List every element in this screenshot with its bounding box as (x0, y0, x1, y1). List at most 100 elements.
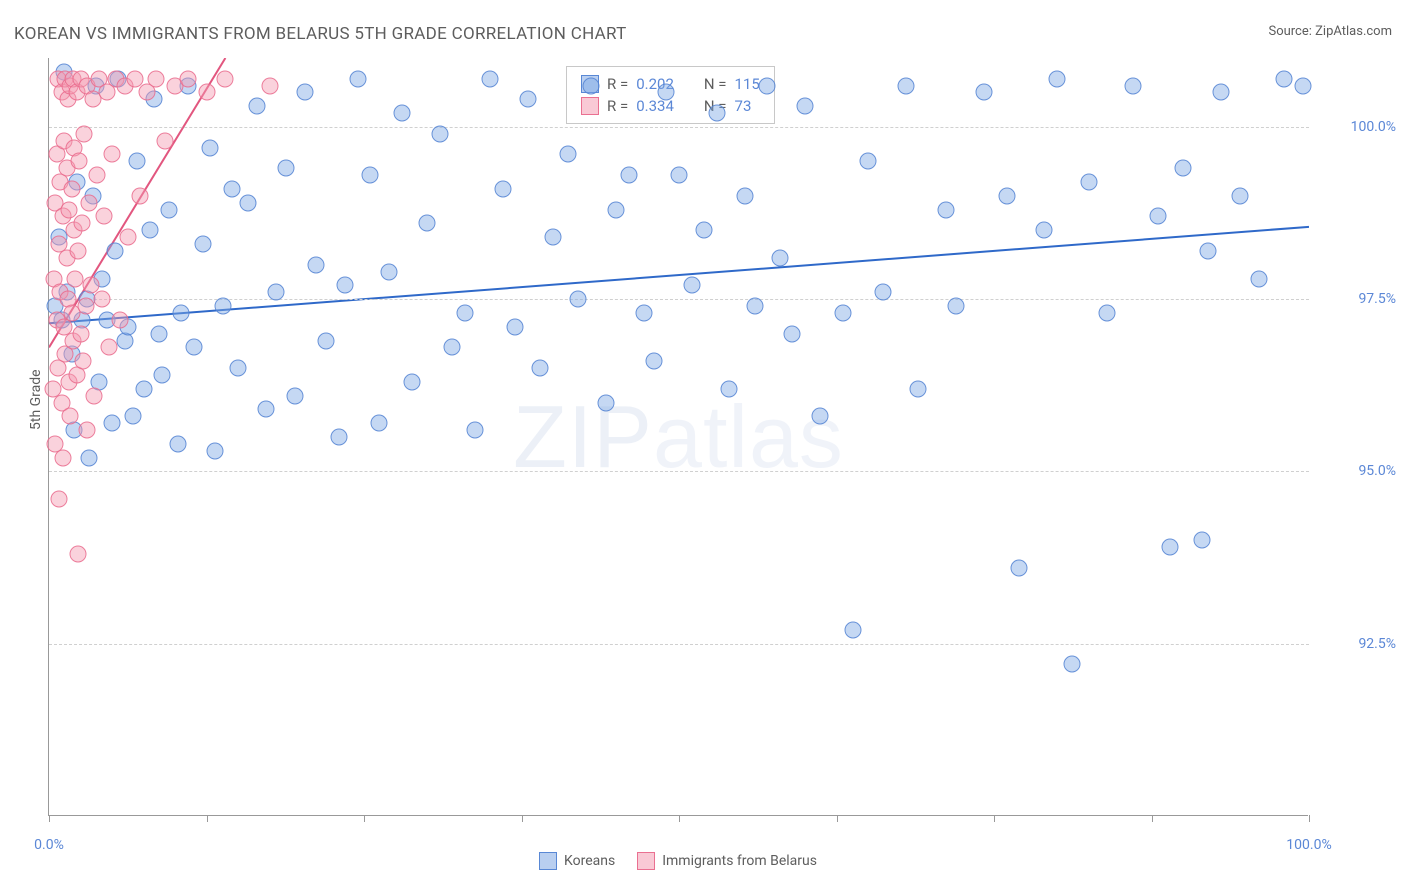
data-point (1200, 242, 1217, 259)
data-point (93, 291, 110, 308)
data-point (88, 167, 105, 184)
data-point (51, 491, 68, 508)
data-point (812, 408, 829, 425)
data-point (1149, 208, 1166, 225)
data-point (746, 298, 763, 315)
data-point (104, 146, 121, 163)
data-point (248, 98, 265, 115)
data-point (1124, 77, 1141, 94)
x-tick (207, 815, 208, 822)
data-point (784, 325, 801, 342)
data-point (1294, 77, 1311, 94)
data-point (104, 415, 121, 432)
data-point (456, 304, 473, 321)
data-point (771, 249, 788, 266)
data-point (482, 70, 499, 87)
data-point (111, 311, 128, 328)
data-point (403, 373, 420, 390)
data-point (975, 84, 992, 101)
data-point (126, 70, 143, 87)
data-point (154, 366, 171, 383)
gridline (49, 299, 1309, 300)
data-point (207, 442, 224, 459)
data-point (261, 77, 278, 94)
x-tick (49, 815, 50, 822)
x-tick (679, 815, 680, 822)
data-point (125, 408, 142, 425)
data-point (61, 201, 78, 218)
data-point (875, 284, 892, 301)
data-point (671, 167, 688, 184)
data-point (998, 187, 1015, 204)
data-point (1049, 70, 1066, 87)
data-point (120, 229, 137, 246)
data-point (62, 408, 79, 425)
x-tick (364, 815, 365, 822)
data-point (948, 298, 965, 315)
data-point (54, 449, 71, 466)
x-tick (1152, 815, 1153, 822)
plot-area: ZIPatlas R = 0.202N = 115R = 0.334N = 73… (48, 58, 1308, 816)
data-point (81, 449, 98, 466)
gridline (49, 644, 1309, 645)
legend-swatch (637, 852, 655, 870)
legend-swatch (539, 852, 557, 870)
data-point (202, 139, 219, 156)
data-point (494, 180, 511, 197)
data-point (106, 242, 123, 259)
data-point (96, 208, 113, 225)
data-point (198, 84, 215, 101)
source-link[interactable]: ZipAtlas.com (1315, 24, 1392, 39)
data-point (860, 153, 877, 170)
data-point (696, 222, 713, 239)
y-tick-label: 97.5% (1316, 291, 1396, 307)
chart-title: KOREAN VS IMMIGRANTS FROM BELARUS 5TH GR… (14, 24, 627, 44)
data-point (135, 380, 152, 397)
data-point (1231, 187, 1248, 204)
legend-swatch (581, 97, 599, 115)
x-tick-label: 0.0% (34, 837, 64, 853)
data-point (141, 222, 158, 239)
data-point (797, 98, 814, 115)
data-point (635, 304, 652, 321)
data-point (545, 229, 562, 246)
data-point (194, 236, 211, 253)
n-value: 115 (735, 75, 760, 93)
y-axis-label: 5th Grade (28, 369, 44, 430)
data-point (277, 160, 294, 177)
data-point (1064, 656, 1081, 673)
data-point (150, 325, 167, 342)
data-point (330, 429, 347, 446)
data-point (1162, 539, 1179, 556)
data-point (658, 84, 675, 101)
data-point (267, 284, 284, 301)
data-point (1099, 304, 1116, 321)
data-point (286, 387, 303, 404)
data-point (381, 263, 398, 280)
data-point (708, 105, 725, 122)
data-point (160, 201, 177, 218)
data-point (230, 360, 247, 377)
data-point (834, 304, 851, 321)
x-tick-label: 100.0% (1286, 837, 1331, 853)
data-point (759, 77, 776, 94)
y-tick-label: 100.0% (1316, 119, 1396, 135)
r-label: R = (607, 97, 628, 115)
data-point (76, 125, 93, 142)
series-legend: KoreansImmigrants from Belarus (48, 852, 1308, 870)
legend-item: Koreans (539, 852, 615, 870)
data-point (148, 70, 165, 87)
data-point (179, 70, 196, 87)
data-point (560, 146, 577, 163)
data-point (371, 415, 388, 432)
data-point (308, 256, 325, 273)
gridline (49, 471, 1309, 472)
data-point (897, 77, 914, 94)
data-point (519, 91, 536, 108)
data-point (1275, 70, 1292, 87)
data-point (69, 546, 86, 563)
data-point (257, 401, 274, 418)
data-point (214, 298, 231, 315)
data-point (431, 125, 448, 142)
data-point (419, 215, 436, 232)
